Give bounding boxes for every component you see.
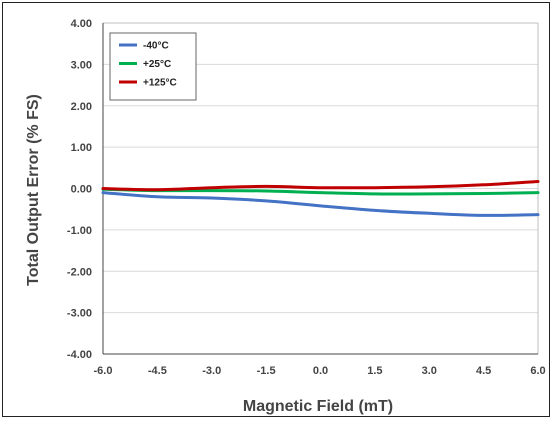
legend: -40°C +25°C +125°C	[109, 32, 197, 101]
x-tick-label: -1.5	[257, 365, 276, 377]
y-tick-label: -3.00	[67, 308, 92, 320]
x-tick-label: 6.0	[530, 365, 545, 377]
x-tick-label: 0.0	[313, 365, 328, 377]
legend-label: +25°C	[143, 59, 171, 70]
x-tick-label: 4.5	[476, 365, 491, 377]
x-tick-label: 1.5	[367, 365, 382, 377]
x-tick-label: -4.5	[148, 365, 167, 377]
x-tick-label: -6.0	[94, 365, 113, 377]
y-tick-label: 3.00	[71, 59, 92, 71]
y-tick-label: -1.00	[67, 225, 92, 237]
y-axis-label: Total Output Error (% FS)	[25, 94, 42, 286]
legend-label: +125°C	[143, 78, 177, 89]
legend-label: -40°C	[143, 41, 169, 52]
x-tick-label: -3.0	[202, 365, 221, 377]
y-tick-label: -2.00	[67, 266, 92, 278]
series-line	[101, 191, 540, 217]
y-tick-label: 1.00	[71, 142, 92, 154]
x-tick-labels: -6.0 -4.5 -3.0 -1.5 0.0 1.5 3.0 4.5 6.0	[94, 365, 546, 377]
y-tick-label: 4.00	[71, 18, 92, 30]
x-axis-label: Magnetic Field (mT)	[243, 398, 393, 415]
series-line	[101, 180, 540, 192]
x-tick-label: 3.0	[422, 365, 437, 377]
y-tick-label: 0.00	[71, 184, 92, 196]
y-tick-labels: 4.00 3.00 2.00 1.00 0.00 -1.00 -2.00 -3.00 -4.00	[67, 18, 92, 361]
y-tick-label: -4.00	[67, 349, 92, 361]
series-lines	[101, 180, 540, 217]
chart-frame	[2, 2, 550, 417]
y-tick-label: 2.00	[71, 101, 92, 113]
